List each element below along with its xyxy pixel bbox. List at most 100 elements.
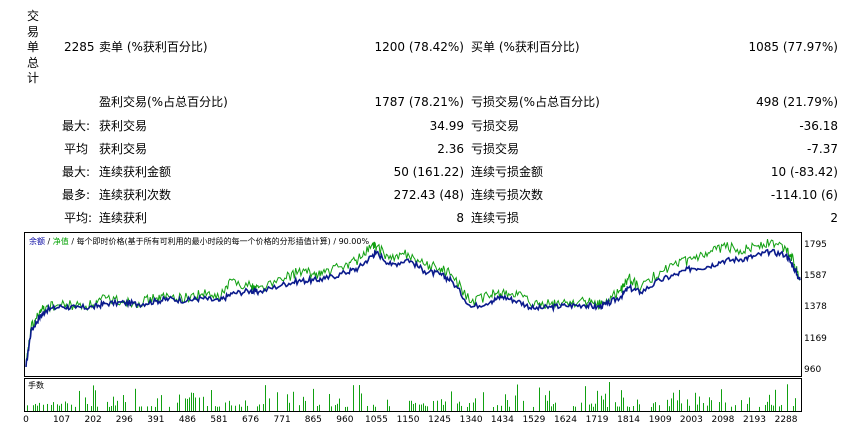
maximal-consec-profit-value: 272.43 (48) xyxy=(393,188,464,202)
volume-bar xyxy=(135,388,136,411)
volume-bar xyxy=(299,405,300,411)
volume-bar xyxy=(781,404,782,411)
sidebar-char: 易 xyxy=(26,24,39,39)
volume-bar xyxy=(231,405,232,411)
maximal-consec-profit-label: 连续获利次数 xyxy=(99,188,172,202)
volume-bar xyxy=(461,405,462,411)
x-tick-label: 1150 xyxy=(396,415,420,425)
legend-equity: 净值 xyxy=(52,237,69,246)
volume-bar xyxy=(545,395,546,411)
volume-bar xyxy=(703,403,704,411)
volume-bar xyxy=(433,400,434,411)
largest-loss-label: 亏损交易 xyxy=(471,119,520,133)
x-tick-label: 1340 xyxy=(459,415,483,425)
volume-bar xyxy=(373,404,374,411)
volume-bar xyxy=(741,400,742,411)
volume-bar xyxy=(795,398,796,411)
avg-consec-losses-value: 2 xyxy=(830,211,838,225)
volume-bar xyxy=(607,406,608,411)
volume-bar xyxy=(157,398,158,411)
volume-bar xyxy=(533,406,534,411)
volume-bar xyxy=(669,406,670,411)
volume-bar xyxy=(711,400,712,411)
volume-bar xyxy=(425,405,426,411)
volume-bar xyxy=(475,398,476,411)
short-positions-value: 1200 (78.42%) xyxy=(374,40,464,54)
average-loss-label: 亏损交易 xyxy=(471,142,520,156)
volume-bar xyxy=(473,402,474,411)
max-prefix: 最大: xyxy=(62,165,91,179)
volume-bar xyxy=(637,399,638,411)
stats-row-average: 平均 获利交易 2.36 亏损交易 -7.37 xyxy=(0,139,854,159)
volume-bar xyxy=(313,388,314,411)
volume-bar xyxy=(147,406,148,411)
volume-bar xyxy=(263,404,264,411)
volume-bar xyxy=(515,395,516,411)
volume-bar xyxy=(771,404,772,411)
volume-bar xyxy=(335,405,336,411)
volume-bar xyxy=(699,396,700,411)
volume-bar xyxy=(667,399,668,411)
volume-bar xyxy=(427,406,428,411)
balance-series-line xyxy=(25,248,801,368)
sidebar-char: 总 xyxy=(26,55,39,70)
volume-bar xyxy=(423,403,424,411)
avg-consec-wins-value: 8 xyxy=(456,211,464,225)
volume-bar xyxy=(387,399,388,411)
volume-bar xyxy=(367,405,368,411)
volume-bar xyxy=(193,392,194,411)
x-tick-label: 2003 xyxy=(679,415,703,425)
volume-bar xyxy=(287,394,288,411)
largest-profit-label: 获利交易 xyxy=(99,119,148,133)
volume-bar xyxy=(709,397,710,411)
loss-trades-value: 498 (21.79%) xyxy=(756,95,838,109)
volume-bar xyxy=(375,406,376,411)
volume-bar xyxy=(497,405,498,411)
x-tick-label: 1624 xyxy=(554,415,577,425)
volume-chart xyxy=(24,378,802,412)
volume-bar xyxy=(27,405,28,411)
x-tick-label: 391 xyxy=(147,415,165,425)
maximal-consec-loss-value: -114.10 (6) xyxy=(770,188,838,202)
volume-bar xyxy=(437,400,438,411)
volume-bar xyxy=(185,398,186,411)
volume-bar xyxy=(229,400,230,411)
volume-bar xyxy=(413,403,414,411)
volume-bar xyxy=(95,390,96,411)
volume-bar xyxy=(779,406,780,411)
x-tick-label: 296 xyxy=(115,415,133,425)
volume-bar xyxy=(329,393,330,411)
x-tick-label: 676 xyxy=(241,415,260,425)
volume-bar xyxy=(215,406,216,411)
volume-bar xyxy=(37,405,38,411)
volume-bar xyxy=(65,401,66,411)
volume-bar xyxy=(353,385,354,411)
volume-bar xyxy=(589,404,590,411)
x-tick-label: 486 xyxy=(178,415,197,425)
stats-row-profit-loss: 盈利交易(%占总百分比) 1787 (78.21%) 亏损交易(%占总百分比) … xyxy=(0,92,854,112)
volume-bar xyxy=(125,402,126,411)
volume-bar xyxy=(111,405,112,411)
x-tick-label: 1434 xyxy=(490,415,514,425)
volume-bar xyxy=(93,385,94,411)
volume-bar xyxy=(673,392,674,411)
volume-bar xyxy=(627,406,628,411)
volume-bar xyxy=(443,404,444,411)
avg-prefix: 平均: xyxy=(64,211,93,225)
volume-bar xyxy=(517,384,518,411)
volume-bar xyxy=(639,404,640,411)
volume-bar xyxy=(553,404,554,411)
volume-bar xyxy=(169,406,170,411)
legend-description: / 每个即时价格(基于所有可利用的最小时段的每一个价格的分形插值计算) / 90… xyxy=(68,237,370,246)
volume-bar xyxy=(671,398,672,411)
balance-equity-chart xyxy=(24,232,802,377)
volume-bar xyxy=(177,402,178,411)
volume-bar xyxy=(303,396,304,411)
sidebar-vertical-label: 交 易 单 总 计 xyxy=(26,9,40,87)
volume-bar xyxy=(459,401,460,411)
volume-bar xyxy=(141,406,142,411)
volume-bar xyxy=(345,406,346,411)
x-tick-label: 107 xyxy=(52,415,71,425)
volume-bar xyxy=(655,402,656,411)
volume-bar xyxy=(91,406,92,411)
